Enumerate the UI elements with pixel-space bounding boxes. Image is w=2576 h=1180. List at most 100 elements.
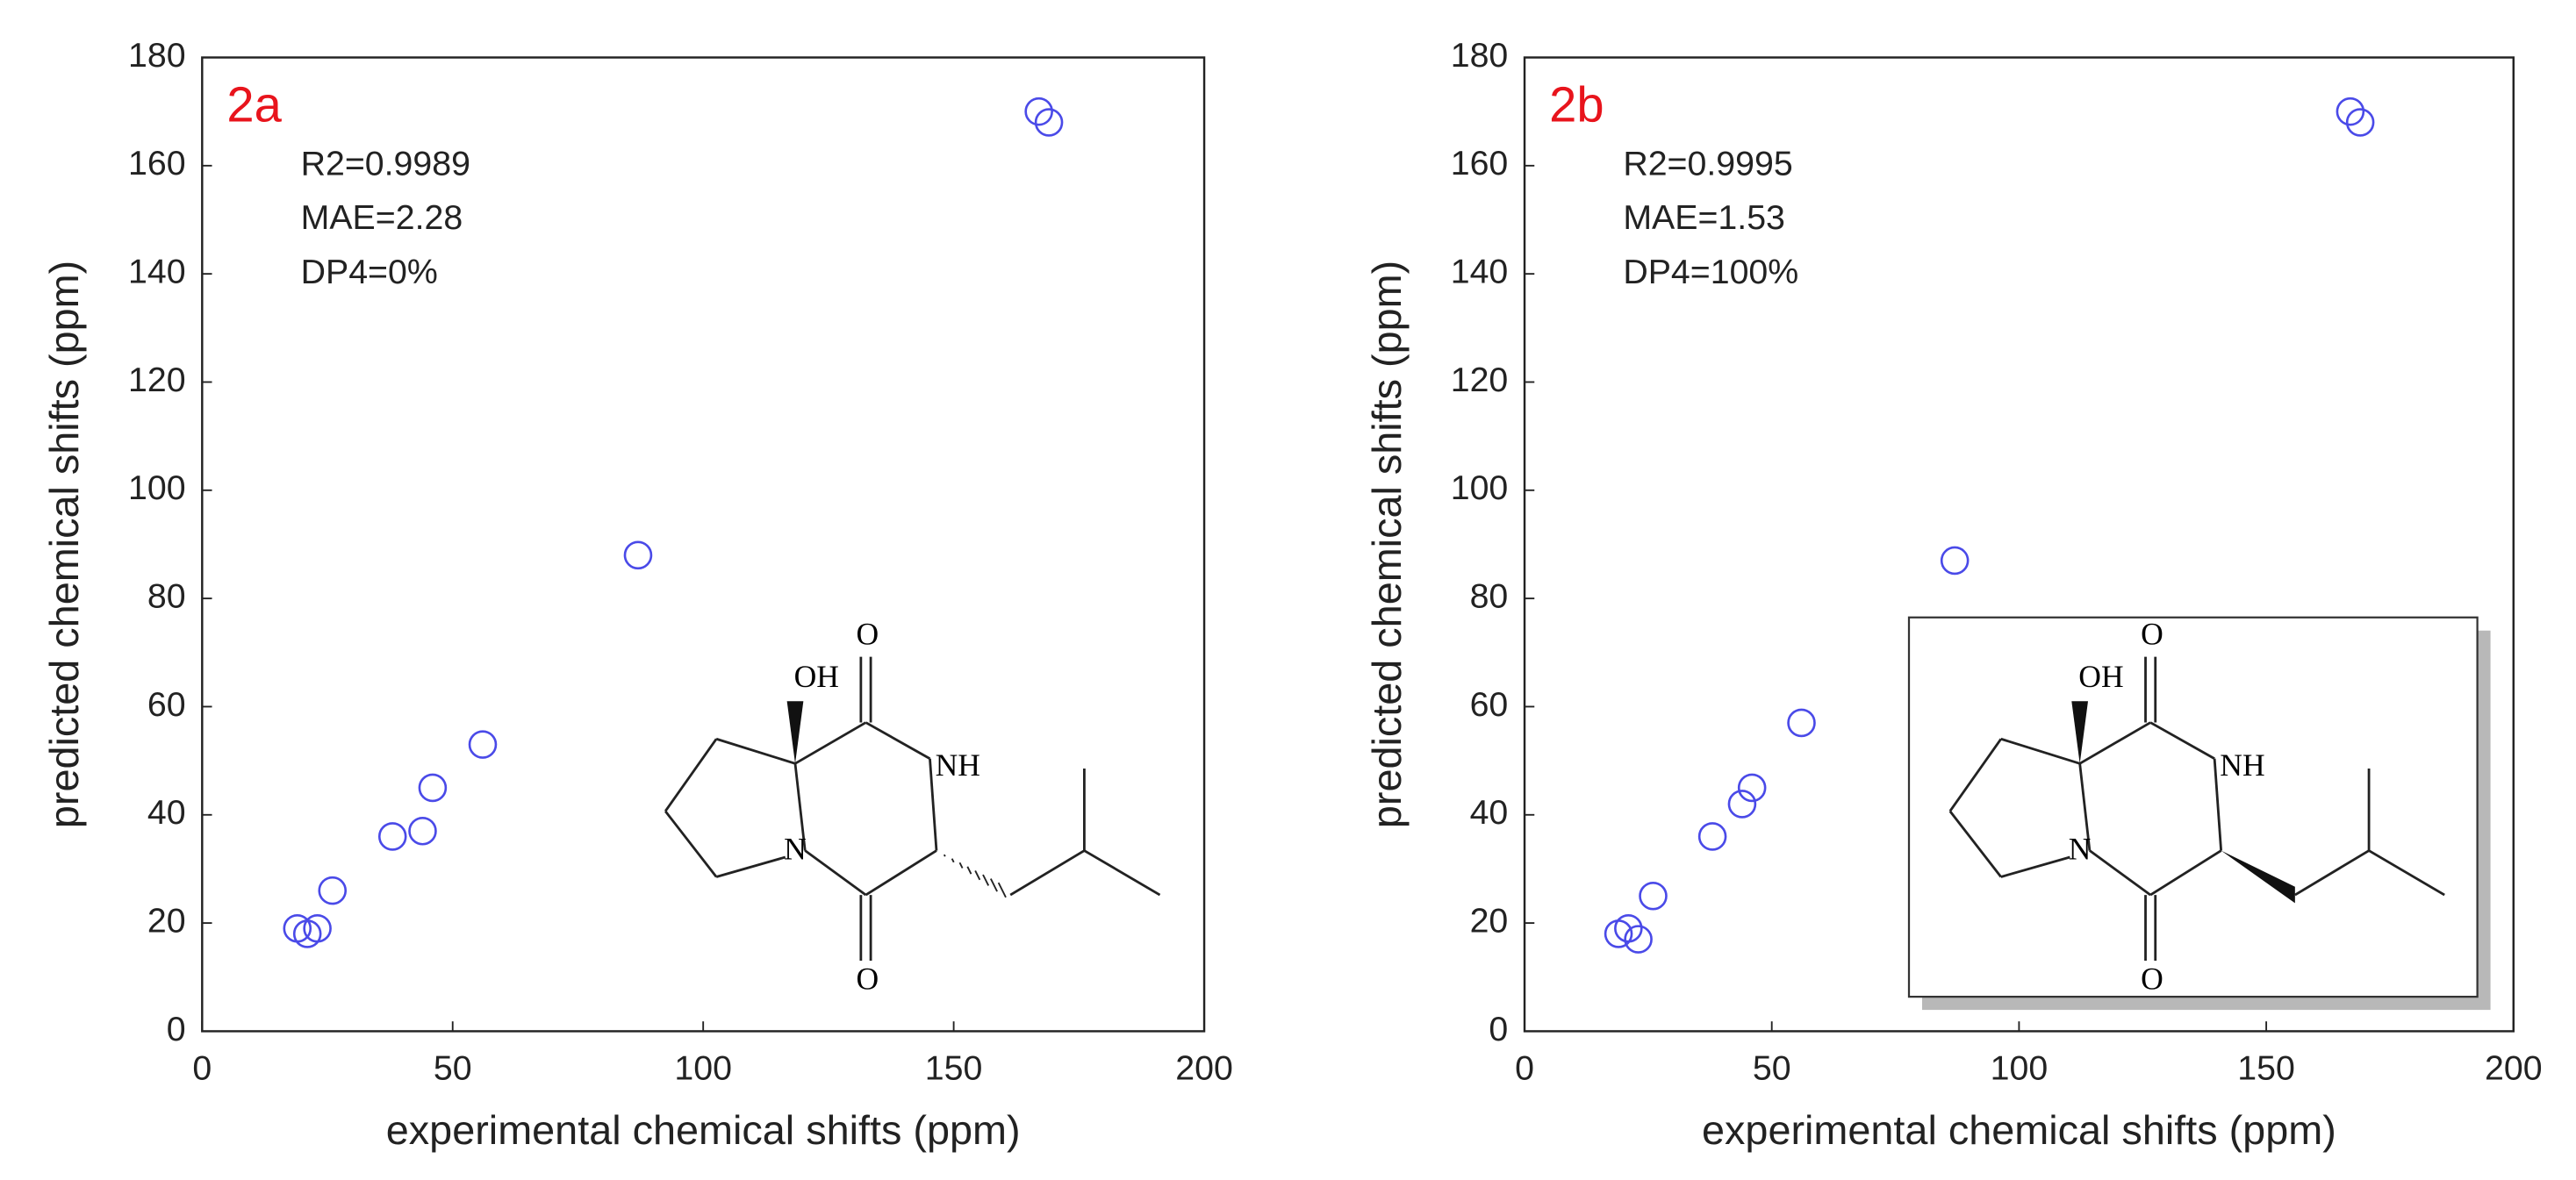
bond — [664, 810, 718, 878]
bond — [1948, 738, 2002, 812]
point — [1034, 108, 1064, 137]
annotation: DP4=0% — [301, 253, 438, 291]
y-tick-label: 100 — [1451, 468, 1509, 507]
structure-label: NH — [936, 747, 980, 783]
bond — [2149, 849, 2222, 897]
structure-label: O — [857, 961, 879, 996]
point — [1604, 919, 1633, 948]
point — [292, 919, 322, 948]
wedge — [2221, 850, 2295, 904]
y-tick-label: 20 — [147, 901, 186, 940]
x-axis-label: experimental chemical shifts (ppm) — [386, 1107, 1021, 1153]
inset-box — [1907, 616, 2479, 998]
bond — [2078, 763, 2092, 851]
bond — [1948, 810, 2002, 878]
bond — [715, 855, 786, 878]
bond — [1009, 849, 1086, 897]
y-tick-label: 60 — [147, 685, 186, 724]
y-tick-label: 120 — [1451, 361, 1509, 399]
x-tick-label: 0 — [1515, 1049, 1534, 1088]
bond — [2000, 855, 2070, 878]
structure: OH O NH N O — [664, 616, 1161, 996]
point — [1787, 708, 1816, 738]
chart-title: 2a — [226, 76, 282, 132]
structure-label: OH — [794, 659, 839, 694]
structure-label: N — [2069, 832, 2092, 867]
bond — [1083, 849, 1161, 897]
x-tick-label: 150 — [925, 1049, 983, 1088]
bond — [2089, 849, 2151, 897]
y-tick-label: 100 — [128, 468, 186, 507]
bond — [2078, 721, 2151, 765]
point — [1727, 790, 1757, 819]
chart: OH O NH N O 0 50 100 150 200 0 20 40 60 80 100 120 140 160… — [1364, 36, 2543, 1153]
structure-label: N — [784, 832, 807, 867]
x-tick-label: 50 — [1753, 1049, 1791, 1088]
bond — [804, 849, 867, 897]
y-tick-label: 180 — [128, 36, 186, 75]
point — [418, 773, 448, 803]
y-axis-label: predicted chemical shifts (ppm) — [41, 261, 87, 828]
y-tick-label: 140 — [128, 253, 186, 291]
bond — [715, 737, 796, 765]
bond — [865, 721, 931, 760]
y-tick-label: 160 — [1451, 144, 1509, 182]
bond — [929, 758, 938, 851]
x-tick-label: 0 — [192, 1049, 212, 1088]
point — [1639, 881, 1668, 911]
annotation: DP4=100% — [1623, 253, 1798, 291]
point — [408, 816, 437, 846]
point — [1614, 913, 1643, 943]
bond — [966, 866, 972, 875]
bond — [2149, 721, 2215, 760]
annotation: MAE=1.53 — [1623, 198, 1785, 237]
bond — [2000, 737, 2081, 765]
y-tick-label: 180 — [1451, 36, 1509, 75]
chart: OH O NH N O 0 50 100 150 200 0 20 40 60 80 100 120 140 160… — [41, 36, 1233, 1153]
x-tick-label: 50 — [434, 1049, 472, 1088]
x-tick-label: 200 — [2485, 1049, 2543, 1088]
annotation: R2=0.9989 — [301, 144, 470, 182]
bond — [982, 874, 990, 886]
structure-label: O — [2141, 616, 2163, 651]
y-tick-label: 140 — [1451, 253, 1509, 291]
y-tick-label: 80 — [147, 577, 186, 616]
y-tick-label: 160 — [128, 144, 186, 182]
bond — [943, 854, 946, 857]
structure: OH O NH N O — [1907, 616, 2491, 1011]
point — [1737, 773, 1767, 803]
point — [303, 913, 332, 943]
bond — [794, 721, 867, 765]
x-tick-label: 100 — [1991, 1049, 2049, 1088]
y-axis-label: predicted chemical shifts (ppm) — [1364, 261, 1410, 828]
bond — [951, 858, 955, 863]
point — [468, 730, 498, 759]
x-tick-label: 200 — [1175, 1049, 1233, 1088]
y-tick-label: 0 — [167, 1010, 186, 1048]
y-tick-label: 20 — [1470, 901, 1509, 940]
annotation: MAE=2.28 — [301, 198, 463, 237]
bond — [997, 882, 1007, 898]
point — [377, 822, 407, 851]
y-tick-label: 40 — [147, 793, 186, 832]
bond — [2213, 758, 2223, 851]
point — [1624, 925, 1653, 954]
point — [1940, 546, 1970, 576]
chart-title: 2b — [1549, 76, 1604, 132]
bond — [974, 869, 981, 881]
wedge — [786, 701, 804, 764]
y-tick-label: 0 — [1489, 1010, 1508, 1048]
bond — [2294, 849, 2370, 897]
bond — [793, 763, 807, 851]
point — [623, 540, 653, 570]
y-tick-label: 120 — [128, 361, 186, 399]
y-tick-label: 60 — [1470, 685, 1509, 724]
x-tick-label: 100 — [674, 1049, 732, 1088]
bond — [958, 862, 964, 869]
bond — [989, 878, 998, 892]
structure-label: OH — [2078, 659, 2123, 694]
x-tick-label: 150 — [2237, 1049, 2295, 1088]
bond — [2368, 849, 2445, 897]
annotation: R2=0.9995 — [1623, 144, 1792, 182]
